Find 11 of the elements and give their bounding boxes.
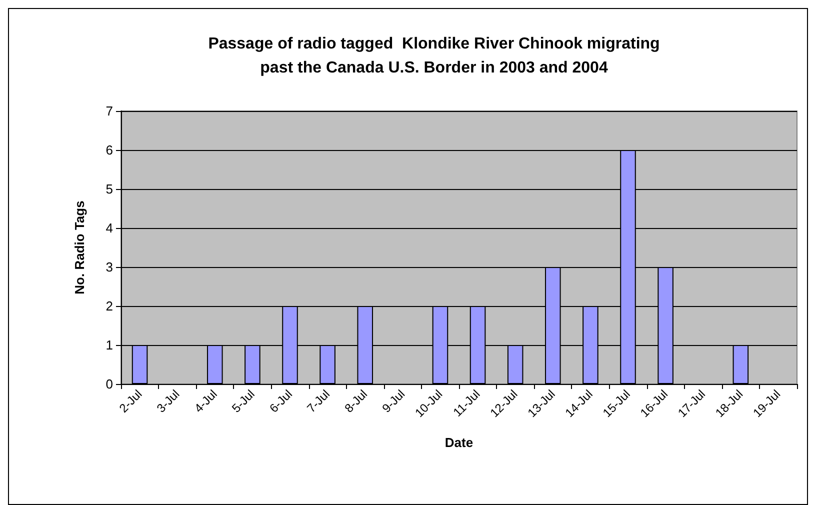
x-axis-title: Date [444, 435, 474, 450]
chart-title: Passage of radio tagged Klondike River Chinook migrating past the Canada U.S. Border in 2003 and 2004 [208, 36, 660, 76]
y-tick-label: 5 [106, 182, 113, 196]
y-tick-label: 4 [106, 220, 113, 236]
y-tick-label: 2 [106, 298, 113, 314]
y-tick-label: 7 [106, 104, 113, 118]
y-tick-label: 6 [106, 142, 113, 158]
y-tick-label: 1 [106, 338, 113, 352]
y-axis-title: No. Radio Tags [72, 200, 87, 294]
y-tick-label: 3 [106, 260, 113, 274]
y-tick-label: 0 [106, 376, 113, 392]
